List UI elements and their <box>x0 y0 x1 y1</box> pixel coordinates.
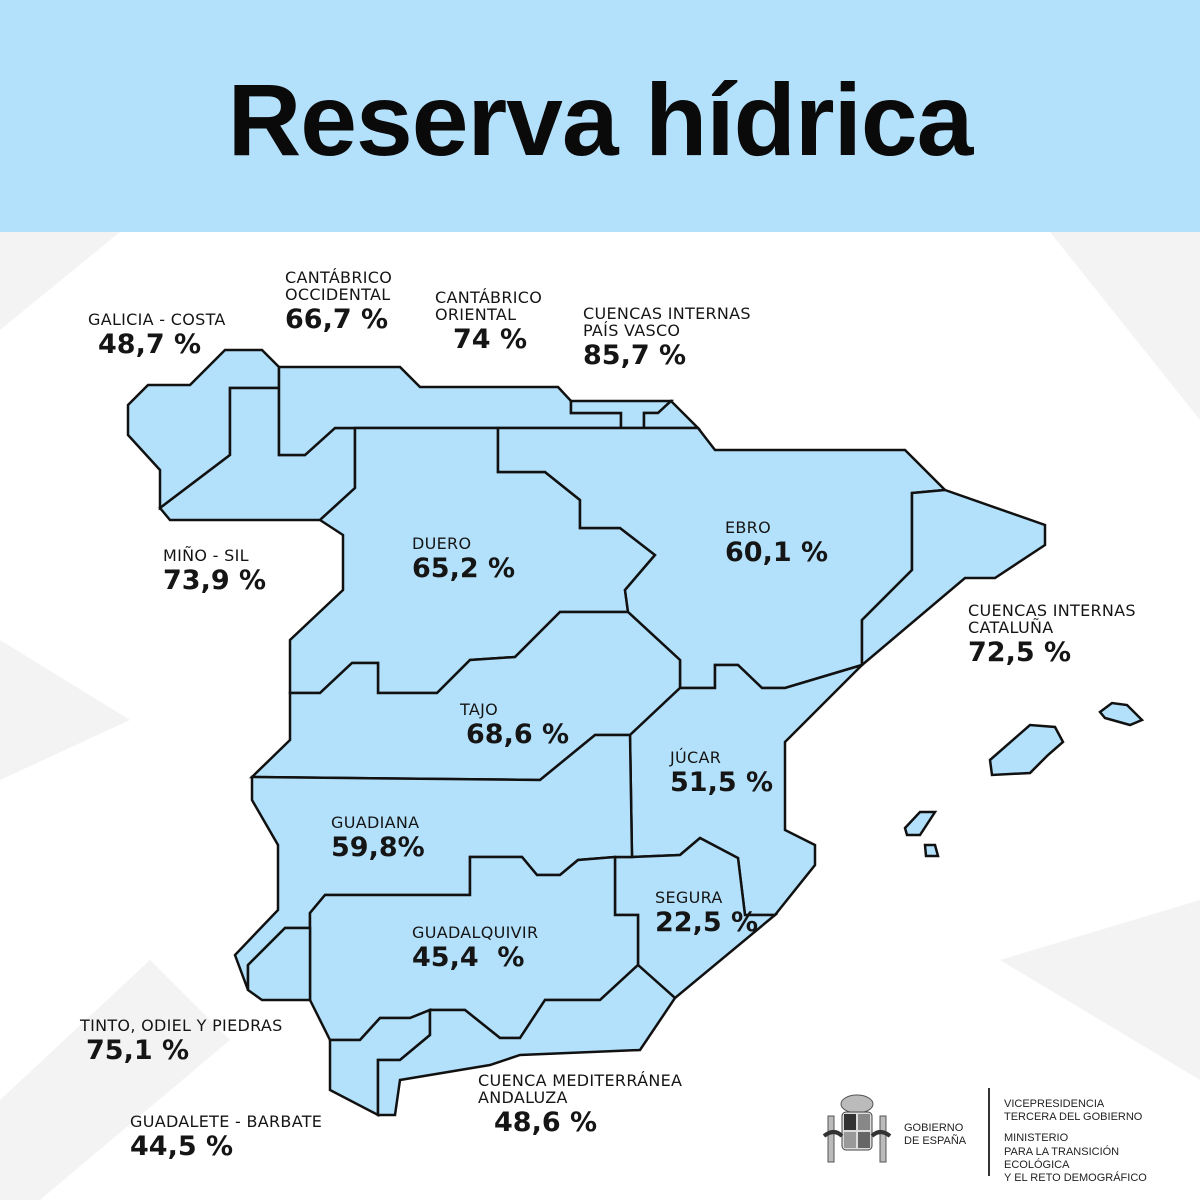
basin-mediterranea-andaluza <box>376 963 677 1117</box>
label-mediterranea-andaluza: CUENCA MEDITERRÁNEA ANDALUZA 48,6 % <box>478 1071 683 1138</box>
ministerio-line: Y EL RETO DEMOGRÁFICO <box>1004 1171 1147 1184</box>
basin-name: CUENCAS INTERNAS PAÍS VASCO <box>583 304 751 340</box>
label-segura: SEGURA 22,5 % <box>655 888 759 938</box>
basin-tinto-odiel <box>246 926 312 1002</box>
label-ebro: EBRO 60,1 % <box>725 518 829 568</box>
basin-name: CANTÁBRICO OCCIDENTAL <box>285 268 393 304</box>
coat-of-arms-icon <box>822 1094 892 1163</box>
label-cataluna: CUENCAS INTERNAS CATALUÑA 72,5 % <box>968 601 1136 668</box>
basin-name: TINTO, ODIEL Y PIEDRAS <box>80 1016 283 1035</box>
background-shapes <box>0 232 1200 1200</box>
basin-reserve-value: 75,1 % <box>86 1034 190 1066</box>
basin-reserve-value: 68,6 % <box>466 718 570 750</box>
basin-reserve-value: 66,7 % <box>285 303 389 335</box>
label-tinto-odiel: TINTO, ODIEL Y PIEDRAS 75,1 % <box>80 1016 283 1066</box>
island-ibiza <box>903 810 938 837</box>
island-menorca <box>1098 701 1145 727</box>
basin-name: GUADIANA <box>331 813 420 832</box>
label-guadalquivir: GUADALQUIVIR 45,4 % <box>412 923 539 973</box>
basin-cataluna <box>860 488 1047 668</box>
basin-name: MIÑO - SIL <box>163 546 249 565</box>
basin-reserve-value: 22,5 % <box>655 906 759 938</box>
basin-cantabrico-oriental-east <box>642 399 702 430</box>
ministerio-line: MINISTERIO <box>1004 1132 1069 1145</box>
island-formentera <box>923 843 940 858</box>
government-logo: GOBIERNO DE ESPAÑA VICEPRESIDENCIA TERCE… <box>822 1088 1182 1184</box>
label-mino-sil: MIÑO - SIL 73,9 % <box>163 546 267 596</box>
label-pais-vasco: CUENCAS INTERNAS PAÍS VASCO 85,7 % <box>583 304 751 371</box>
basin-reserve-value: 65,2 % <box>412 552 516 584</box>
basin-name: TAJO <box>460 700 498 719</box>
label-cantabrico-oriental: CANTÁBRICO ORIENTAL 74 % <box>435 288 543 355</box>
basin-reserve-value: 51,5 % <box>670 766 774 798</box>
basin-name: GALICIA - COSTA <box>88 310 226 329</box>
basin-reserve-value: 85,7 % <box>583 339 687 371</box>
basin-reserve-value: 48,7 % <box>98 328 202 360</box>
label-guadalete-barbate: GUADALETE - BARBATE 44,5 % <box>130 1112 323 1162</box>
label-tajo: TAJO 68,6 % <box>460 700 570 750</box>
vicepresidencia-line: VICEPRESIDENCIA <box>1004 1098 1105 1110</box>
basin-reserve-value: 59,8% <box>331 831 425 863</box>
page-title: Reserva hídrica <box>227 63 974 177</box>
basin-name: EBRO <box>725 518 771 537</box>
ministry-text: VICEPRESIDENCIA TERCERA DEL GOBIERNO MIN… <box>1004 1098 1182 1185</box>
vicepresidencia-line: TERCERA DEL GOBIERNO <box>1004 1111 1143 1124</box>
basin-name: DUERO <box>412 534 472 553</box>
header-band: Reserva hídrica <box>0 0 1200 232</box>
basin-reserve-value: 74 % <box>453 323 528 355</box>
basin-reserve-value: 45,4 % <box>412 941 525 973</box>
basin-reserve-value: 73,9 % <box>163 564 267 596</box>
island-mallorca <box>988 723 1065 777</box>
basin-name: GUADALQUIVIR <box>412 923 539 942</box>
basin-reserve-value: 44,5 % <box>130 1130 234 1162</box>
basin-reserve-value: 72,5 % <box>968 636 1072 668</box>
basin-name: CUENCAS INTERNAS CATALUÑA <box>968 601 1136 637</box>
basin-name: CANTÁBRICO ORIENTAL <box>435 288 543 324</box>
gobierno-text: GOBIERNO DE ESPAÑA <box>904 1122 967 1148</box>
label-cantabrico-occidental: CANTÁBRICO OCCIDENTAL 66,7 % <box>285 268 393 335</box>
basin-name: GUADALETE - BARBATE <box>130 1112 323 1131</box>
basin-name: JÚCAR <box>670 748 722 767</box>
label-galicia-costa: GALICIA - COSTA 48,7 % <box>88 310 226 360</box>
logo-divider <box>988 1088 990 1176</box>
label-guadiana: GUADIANA 59,8% <box>331 813 425 863</box>
label-duero: DUERO 65,2 % <box>412 534 516 584</box>
label-jucar: JÚCAR 51,5 % <box>670 748 774 798</box>
basin-name: CUENCA MEDITERRÁNEA ANDALUZA <box>478 1071 683 1107</box>
ministerio-line: PARA LA TRANSICIÓN ECOLÓGICA <box>1004 1145 1120 1171</box>
basin-reserve-value: 48,6 % <box>494 1106 598 1138</box>
basin-name: SEGURA <box>655 888 723 907</box>
basin-reserve-value: 60,1 % <box>725 536 829 568</box>
